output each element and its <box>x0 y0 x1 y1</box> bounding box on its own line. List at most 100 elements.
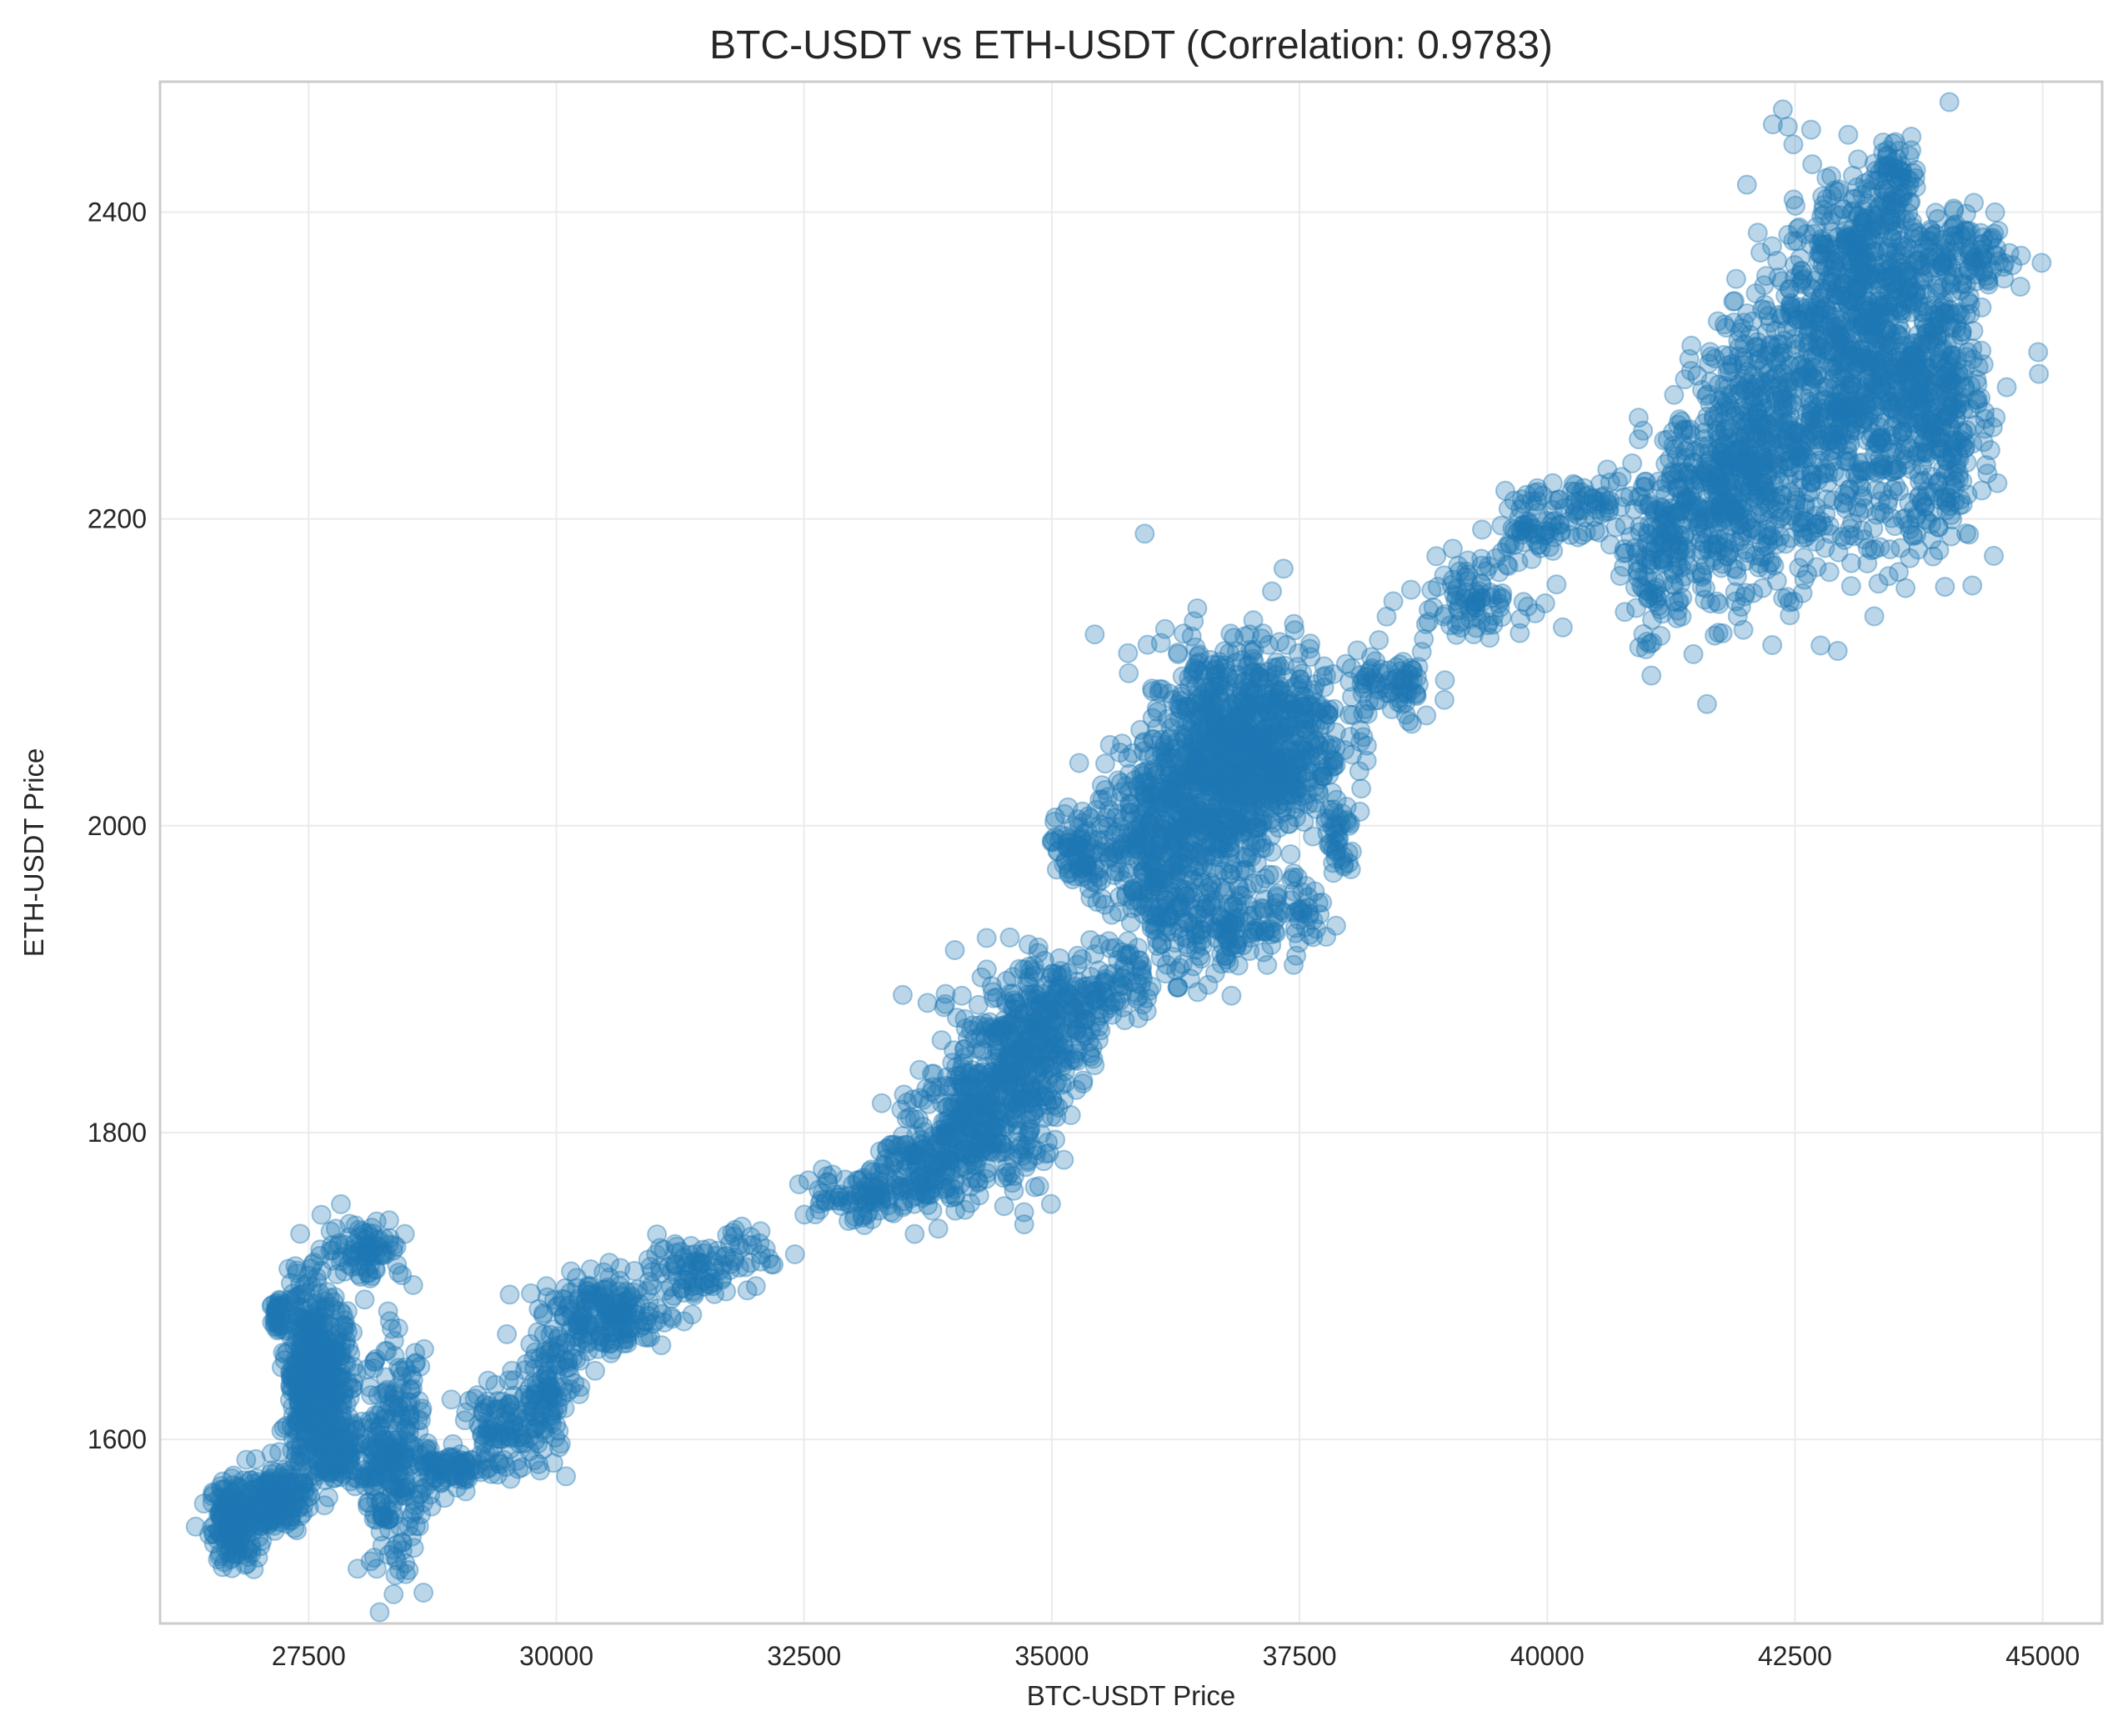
data-point <box>388 1318 408 1338</box>
data-point <box>236 1511 257 1532</box>
data-point <box>378 1544 399 1565</box>
data-point <box>225 1514 246 1535</box>
data-point <box>237 1497 258 1518</box>
data-point <box>297 1324 317 1345</box>
data-point <box>1110 840 1131 861</box>
data-point <box>300 1320 320 1341</box>
data-point <box>269 1496 290 1516</box>
data-point <box>994 1196 1014 1217</box>
data-point <box>274 1509 294 1529</box>
data-point <box>209 1502 230 1523</box>
data-point <box>876 1188 897 1208</box>
data-point <box>1229 929 1249 950</box>
data-point <box>284 1518 305 1538</box>
data-point <box>284 1483 305 1504</box>
data-point <box>226 1534 247 1554</box>
data-point <box>683 1255 704 1276</box>
data-point <box>1434 689 1455 710</box>
data-point <box>248 1547 268 1568</box>
data-point <box>368 1453 389 1474</box>
data-point <box>394 1481 415 1502</box>
data-point <box>1016 1136 1037 1157</box>
data-point <box>928 1218 949 1239</box>
data-point <box>273 1493 293 1513</box>
data-point <box>1105 861 1126 882</box>
data-point <box>302 1432 323 1453</box>
data-point <box>269 1442 290 1463</box>
data-point <box>273 1477 293 1498</box>
data-point <box>297 1347 318 1368</box>
data-point <box>1214 641 1234 662</box>
data-point <box>261 1463 281 1484</box>
data-point <box>1263 728 1284 748</box>
data-point <box>1273 558 1294 579</box>
data-points <box>185 92 2052 1623</box>
data-point <box>1101 904 1122 925</box>
data-point <box>251 1516 272 1537</box>
data-point <box>229 1498 250 1518</box>
data-point <box>237 1518 258 1539</box>
data-point <box>298 1414 318 1434</box>
data-point <box>287 1406 308 1427</box>
data-point <box>233 1508 254 1529</box>
data-point <box>278 1464 298 1485</box>
data-point <box>219 1525 240 1546</box>
data-point <box>1080 930 1100 950</box>
data-point <box>278 1489 298 1510</box>
data-point <box>1400 579 1421 600</box>
data-point <box>276 1513 297 1534</box>
data-point <box>273 1489 294 1510</box>
data-point <box>226 1536 247 1557</box>
data-point <box>561 1318 582 1339</box>
data-point <box>203 1533 224 1554</box>
data-point <box>222 1468 243 1488</box>
data-point <box>227 1499 248 1520</box>
data-point <box>285 1360 306 1381</box>
data-point <box>208 1522 229 1543</box>
data-point <box>378 1210 399 1231</box>
data-point <box>228 1493 249 1514</box>
data-point <box>214 1489 235 1510</box>
data-point <box>1516 484 1537 505</box>
data-point <box>1304 777 1324 798</box>
data-point <box>248 1508 268 1528</box>
data-point <box>456 1402 477 1423</box>
data-point <box>266 1488 287 1509</box>
data-point <box>521 1283 541 1303</box>
data-point <box>240 1469 261 1490</box>
data-point <box>256 1476 277 1497</box>
data-point <box>894 1178 914 1199</box>
data-point <box>218 1518 238 1539</box>
data-point <box>1180 896 1201 917</box>
data-point <box>280 1460 301 1481</box>
data-point <box>939 1157 960 1178</box>
data-point <box>375 1435 396 1456</box>
data-point <box>1281 869 1302 890</box>
data-point <box>226 1503 247 1523</box>
data-point <box>277 1415 298 1436</box>
data-point <box>294 1376 315 1397</box>
data-point <box>358 1226 379 1247</box>
data-point <box>269 1496 290 1517</box>
data-point <box>213 1557 233 1578</box>
data-point <box>299 1486 320 1507</box>
data-point <box>1399 711 1420 732</box>
data-point <box>290 1483 311 1503</box>
data-point <box>246 1487 267 1508</box>
data-point <box>383 1583 404 1604</box>
data-point <box>1028 937 1049 958</box>
data-point <box>203 1482 223 1503</box>
data-point <box>295 1313 316 1333</box>
data-point <box>1266 698 1287 718</box>
data-point <box>199 1524 219 1545</box>
data-point <box>339 1213 360 1234</box>
data-point <box>263 1483 283 1503</box>
data-point <box>261 1488 282 1508</box>
data-point <box>252 1501 273 1522</box>
data-point <box>339 1430 360 1451</box>
data-point <box>295 1283 316 1304</box>
data-point <box>302 1355 323 1376</box>
data-point <box>235 1490 256 1511</box>
data-point <box>229 1477 250 1498</box>
data-point <box>455 1481 476 1502</box>
